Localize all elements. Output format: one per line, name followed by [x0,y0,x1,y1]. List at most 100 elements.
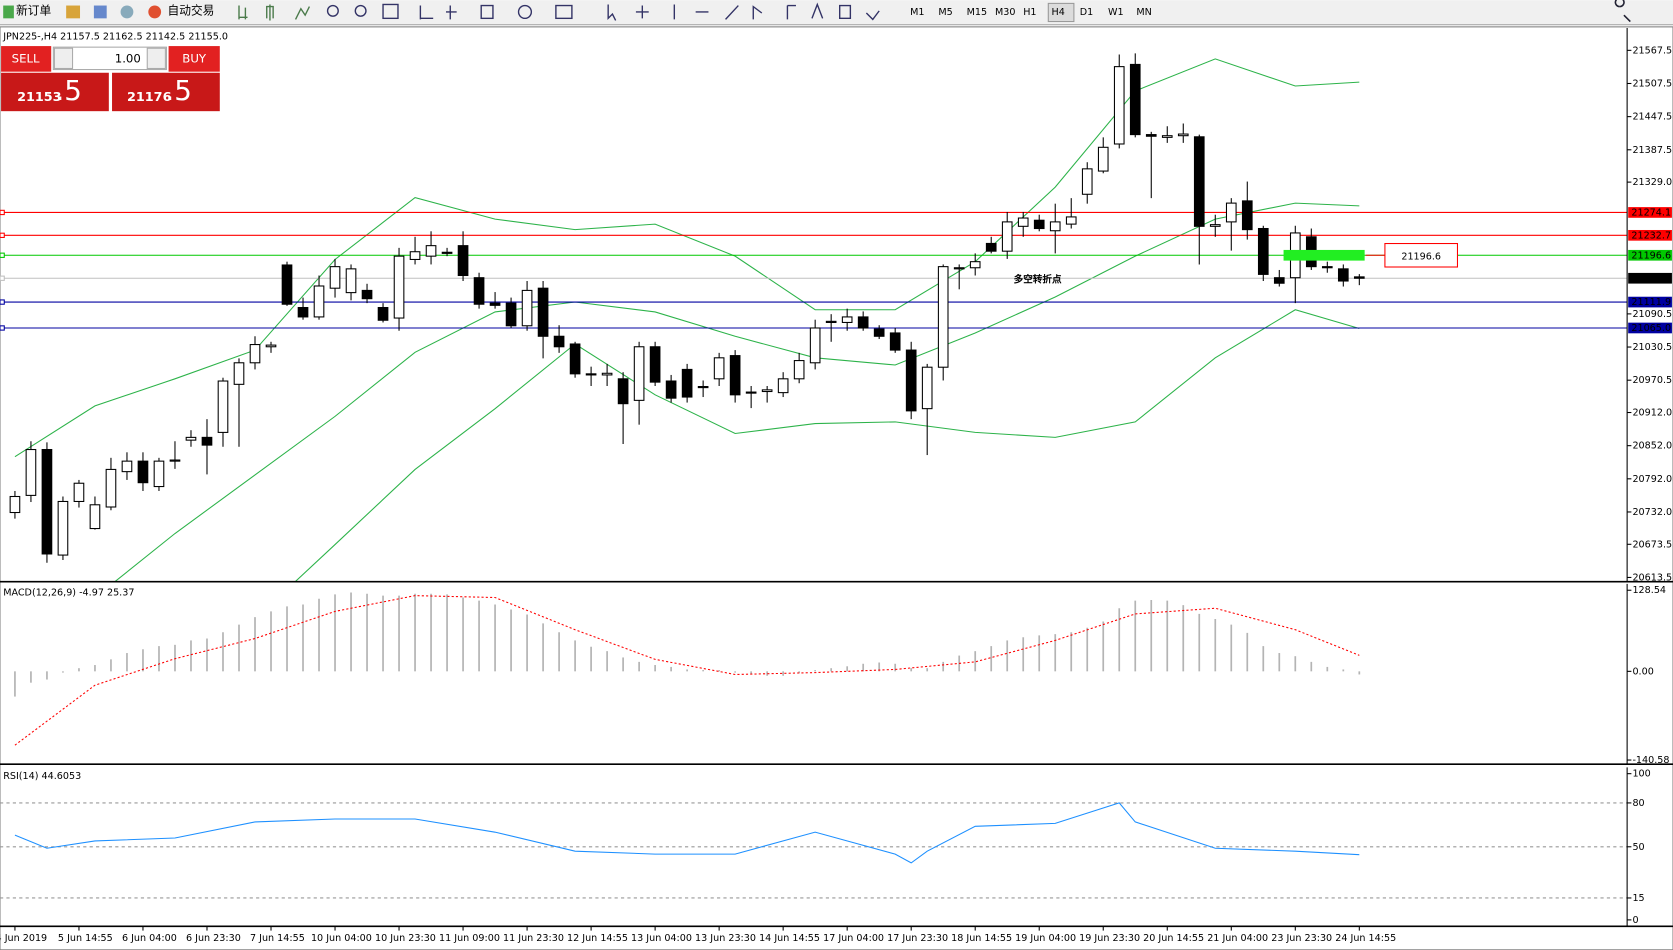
active-timeframe [1047,2,1075,23]
new-order-icon[interactable] [3,5,14,19]
panel-title: JPN225-,H4 21157.5 21162.5 21142.5 21155… [2,31,228,42]
y-tick-label: 21329.0 [1632,177,1672,188]
y-tick-label: 20852.0 [1632,441,1672,452]
level-handle[interactable] [0,232,5,238]
zoom-out[interactable] [354,4,367,17]
level-handle[interactable] [0,325,5,331]
candle-body [137,460,149,484]
x-tick-label: 19 Jun 04:00 [1015,933,1076,944]
icon[interactable] [480,4,494,20]
level-label: 21155.0 [1631,273,1671,284]
candle-body [329,266,341,289]
y-tick-label: 0 [1632,915,1638,926]
sell-price-box[interactable] [1,72,109,112]
icon[interactable] [419,5,457,20]
y-tick-label: 21447.5 [1632,112,1672,123]
candle-body [857,316,869,329]
candle-body [409,251,421,260]
candle-body [665,380,677,399]
candle-body [809,327,821,364]
x-tick-label: 11 Jun 09:00 [439,933,500,944]
candle-body [121,460,133,473]
candle-body [217,380,229,433]
candle-body [777,378,789,394]
lot-down[interactable] [53,47,74,70]
sell-button[interactable] [1,46,52,72]
candle-body [425,245,437,257]
icon[interactable] [294,6,311,20]
level-label-bg [1628,272,1672,284]
candle-body [73,482,85,503]
icon[interactable] [66,5,81,19]
templates[interactable] [555,4,573,20]
candle-body [1129,63,1141,136]
periods[interactable] [517,4,533,20]
icon[interactable] [120,5,134,19]
candle-body [233,362,245,385]
candle-body [441,251,453,254]
search-icon[interactable] [1614,0,1631,23]
level-handle[interactable] [0,252,5,258]
candle-body [281,264,293,305]
candle-body [569,343,581,375]
lot-input[interactable] [52,46,167,71]
x-tick-label: 19 Jun 23:30 [1079,933,1140,944]
candle-body [1001,221,1013,252]
level-handle[interactable] [0,275,5,281]
timeframes: M1 M5 M15 M30 H1 H4 D1 W1 MN [910,2,1152,23]
candle-body [1113,66,1125,145]
timeframe-button[interactable]: MN [1136,7,1151,18]
timeframe-button[interactable]: M30 [995,7,1016,18]
timeframe-button[interactable]: M15 [967,7,988,18]
new-order-button[interactable]: 新订单 [16,3,51,17]
icon[interactable] [266,4,274,21]
auto-trade-icon[interactable] [148,5,162,19]
buy-button[interactable] [168,46,220,72]
level-handle[interactable] [0,209,5,216]
buy-price-box[interactable] [112,72,220,112]
icon[interactable] [238,5,248,20]
tools[interactable] [607,2,880,21]
candle-body [1049,221,1061,232]
lot-up[interactable] [146,47,166,70]
y-tick-label: 100 [1632,769,1650,780]
candle-body [1273,277,1285,284]
candle-body [793,360,805,380]
candle-body [1209,224,1221,227]
tile[interactable] [382,3,399,20]
candle-body [201,436,213,446]
x-tick-label: 18 Jun 14:55 [951,933,1012,944]
candle-body [1257,227,1269,275]
candle-body [105,468,117,508]
level-handle[interactable] [0,299,5,305]
bollinger-band [14,58,1360,458]
candle-body [985,242,997,252]
timeframe-button[interactable]: H4 [1051,7,1064,18]
timeframe-button[interactable]: W1 [1108,7,1124,18]
candle-body [841,316,853,323]
buy-price: 21176 [127,90,172,105]
candle-body [1177,133,1189,137]
candle-body [1337,268,1349,282]
x-tick-label: 17 Jun 23:30 [887,933,948,944]
candle-body [169,459,181,462]
icon[interactable] [93,5,107,19]
timeframe-button[interactable]: M1 [910,7,924,18]
candle-body [393,255,405,319]
candle-body [505,302,517,327]
candle-body [905,349,917,412]
zoom-in[interactable] [326,4,339,17]
level-label-bg [1628,249,1672,261]
timeframe-button[interactable]: H1 [1023,7,1036,18]
candle-body [633,346,645,401]
candle-body [41,448,53,555]
panel-title: MACD(12,26,9) -4.97 25.37 [3,587,134,598]
timeframe-button[interactable]: D1 [1080,7,1094,18]
candle-body [521,289,533,327]
candle-body [297,307,309,318]
panel-title: RSI(14) 44.6053 [3,771,81,782]
candle-body [761,389,773,393]
auto-trade-button[interactable]: 自动交易 [168,3,215,17]
timeframe-button[interactable]: M5 [938,7,952,18]
